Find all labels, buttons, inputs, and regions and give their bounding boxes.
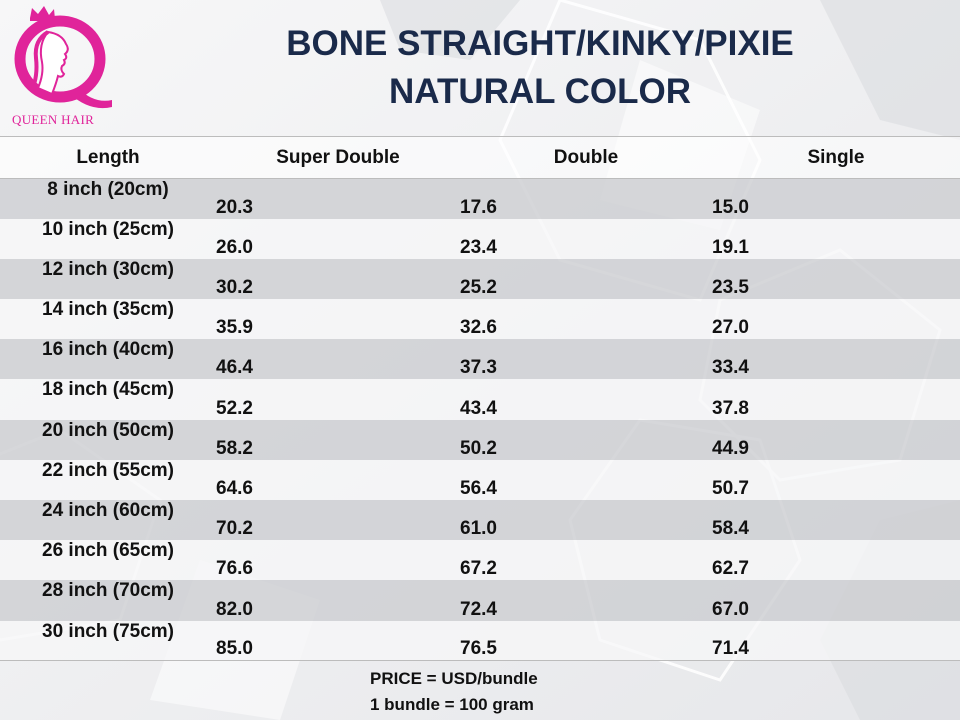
double-price: 72.4	[460, 598, 497, 620]
double-price: 37.3	[460, 357, 497, 379]
table-header-row: Length Super Double Double Single	[0, 136, 960, 179]
header-super-double: Super Double	[276, 146, 400, 168]
super-double-price: 70.2	[216, 518, 253, 540]
length-cell: 10 inch (25cm)	[42, 218, 174, 240]
double-price: 25.2	[460, 277, 497, 299]
crown-q-logo-icon	[14, 6, 112, 109]
length-cell: 30 inch (75cm)	[42, 620, 174, 642]
table-row: 20 inch (50cm) 58.2 50.2 44.9	[0, 419, 960, 460]
table-row: 8 inch (20cm) 20.3 17.6 15.0	[0, 178, 960, 219]
single-price: 15.0	[712, 196, 749, 218]
title-line-1: BONE STRAIGHT/KINKY/PIXIE	[286, 24, 794, 63]
length-cell: 18 inch (45cm)	[42, 379, 174, 401]
length-cell: 22 inch (55cm)	[42, 459, 174, 481]
single-price: 50.7	[712, 478, 749, 499]
table-row: 30 inch (75cm) 85.0 76.5 71.4	[0, 620, 960, 661]
length-cell: 20 inch (50cm)	[42, 419, 174, 441]
double-price: 67.2	[460, 558, 497, 580]
super-double-price: 30.2	[216, 277, 253, 299]
double-price: 32.6	[460, 317, 497, 339]
length-cell: 24 inch (60cm)	[42, 500, 174, 521]
table-row: 28 inch (70cm) 82.0 72.4 67.0	[0, 580, 960, 621]
table-row: 18 inch (45cm) 52.2 43.4 37.8	[0, 379, 960, 420]
header-length: Length	[76, 146, 140, 168]
header-single: Single	[807, 146, 865, 168]
length-cell: 16 inch (40cm)	[42, 339, 174, 361]
header-double: Double	[553, 146, 619, 168]
double-price: 61.0	[460, 518, 497, 540]
length-cell: 14 inch (35cm)	[42, 299, 174, 321]
length-cell: 28 inch (70cm)	[42, 580, 174, 602]
super-double-price: 46.4	[216, 357, 253, 379]
double-price: 17.6	[460, 196, 497, 218]
single-price: 37.8	[712, 397, 749, 419]
title-line-2: NATURAL COLOR	[388, 72, 691, 111]
single-price: 71.4	[712, 638, 749, 660]
double-price: 76.5	[460, 638, 497, 660]
super-double-price: 76.6	[216, 558, 253, 580]
bundle-weight-note: 1 bundle = 100 gram	[370, 695, 534, 714]
single-price: 62.7	[712, 558, 749, 580]
price-table: Length Super Double Double Single 8 inch…	[0, 136, 960, 661]
table-row: 14 inch (35cm) 35.9 32.6 27.0	[0, 299, 960, 340]
single-price: 19.1	[712, 236, 749, 258]
double-price: 56.4	[460, 478, 497, 499]
super-double-price: 82.0	[216, 598, 253, 620]
table-row: 10 inch (25cm) 26.0 23.4 19.1	[0, 218, 960, 259]
table-row: 26 inch (65cm) 76.6 67.2 62.7	[0, 540, 960, 581]
super-double-price: 52.2	[216, 397, 253, 419]
brand-name: QUEEN HAIR	[12, 112, 95, 127]
table-row: 16 inch (40cm) 46.4 37.3 33.4	[0, 339, 960, 380]
single-price: 33.4	[712, 357, 749, 379]
queen-hair-logo: QUEEN HAIR	[8, 4, 118, 130]
super-double-price: 20.3	[216, 196, 253, 218]
super-double-price: 58.2	[216, 437, 253, 459]
price-notes: PRICE = USD/bundle 1 bundle = 100 gram	[370, 666, 538, 718]
super-double-price: 26.0	[216, 236, 253, 258]
super-double-price: 85.0	[216, 638, 253, 660]
single-price: 58.4	[712, 518, 749, 540]
super-double-price: 35.9	[216, 317, 253, 339]
single-price: 27.0	[712, 317, 749, 339]
single-price: 44.9	[712, 437, 749, 459]
length-cell: 26 inch (65cm)	[42, 540, 174, 562]
price-unit-note: PRICE = USD/bundle	[370, 669, 538, 688]
single-price: 67.0	[712, 598, 749, 620]
table-row: 24 inch (60cm) 70.2 61.0 58.4	[0, 500, 960, 541]
super-double-price: 64.6	[216, 478, 253, 499]
double-price: 23.4	[460, 236, 497, 258]
single-price: 23.5	[712, 277, 749, 299]
double-price: 43.4	[460, 397, 497, 419]
length-cell: 8 inch (20cm)	[47, 179, 169, 200]
length-cell: 12 inch (30cm)	[42, 258, 174, 280]
double-price: 50.2	[460, 437, 497, 459]
table-row: 12 inch (30cm) 30.2 25.2 23.5	[0, 258, 960, 300]
page-title: BONE STRAIGHT/KINKY/PIXIE NATURAL COLOR	[220, 20, 860, 116]
table-row: 22 inch (55cm) 64.6 56.4 50.7	[0, 459, 960, 500]
